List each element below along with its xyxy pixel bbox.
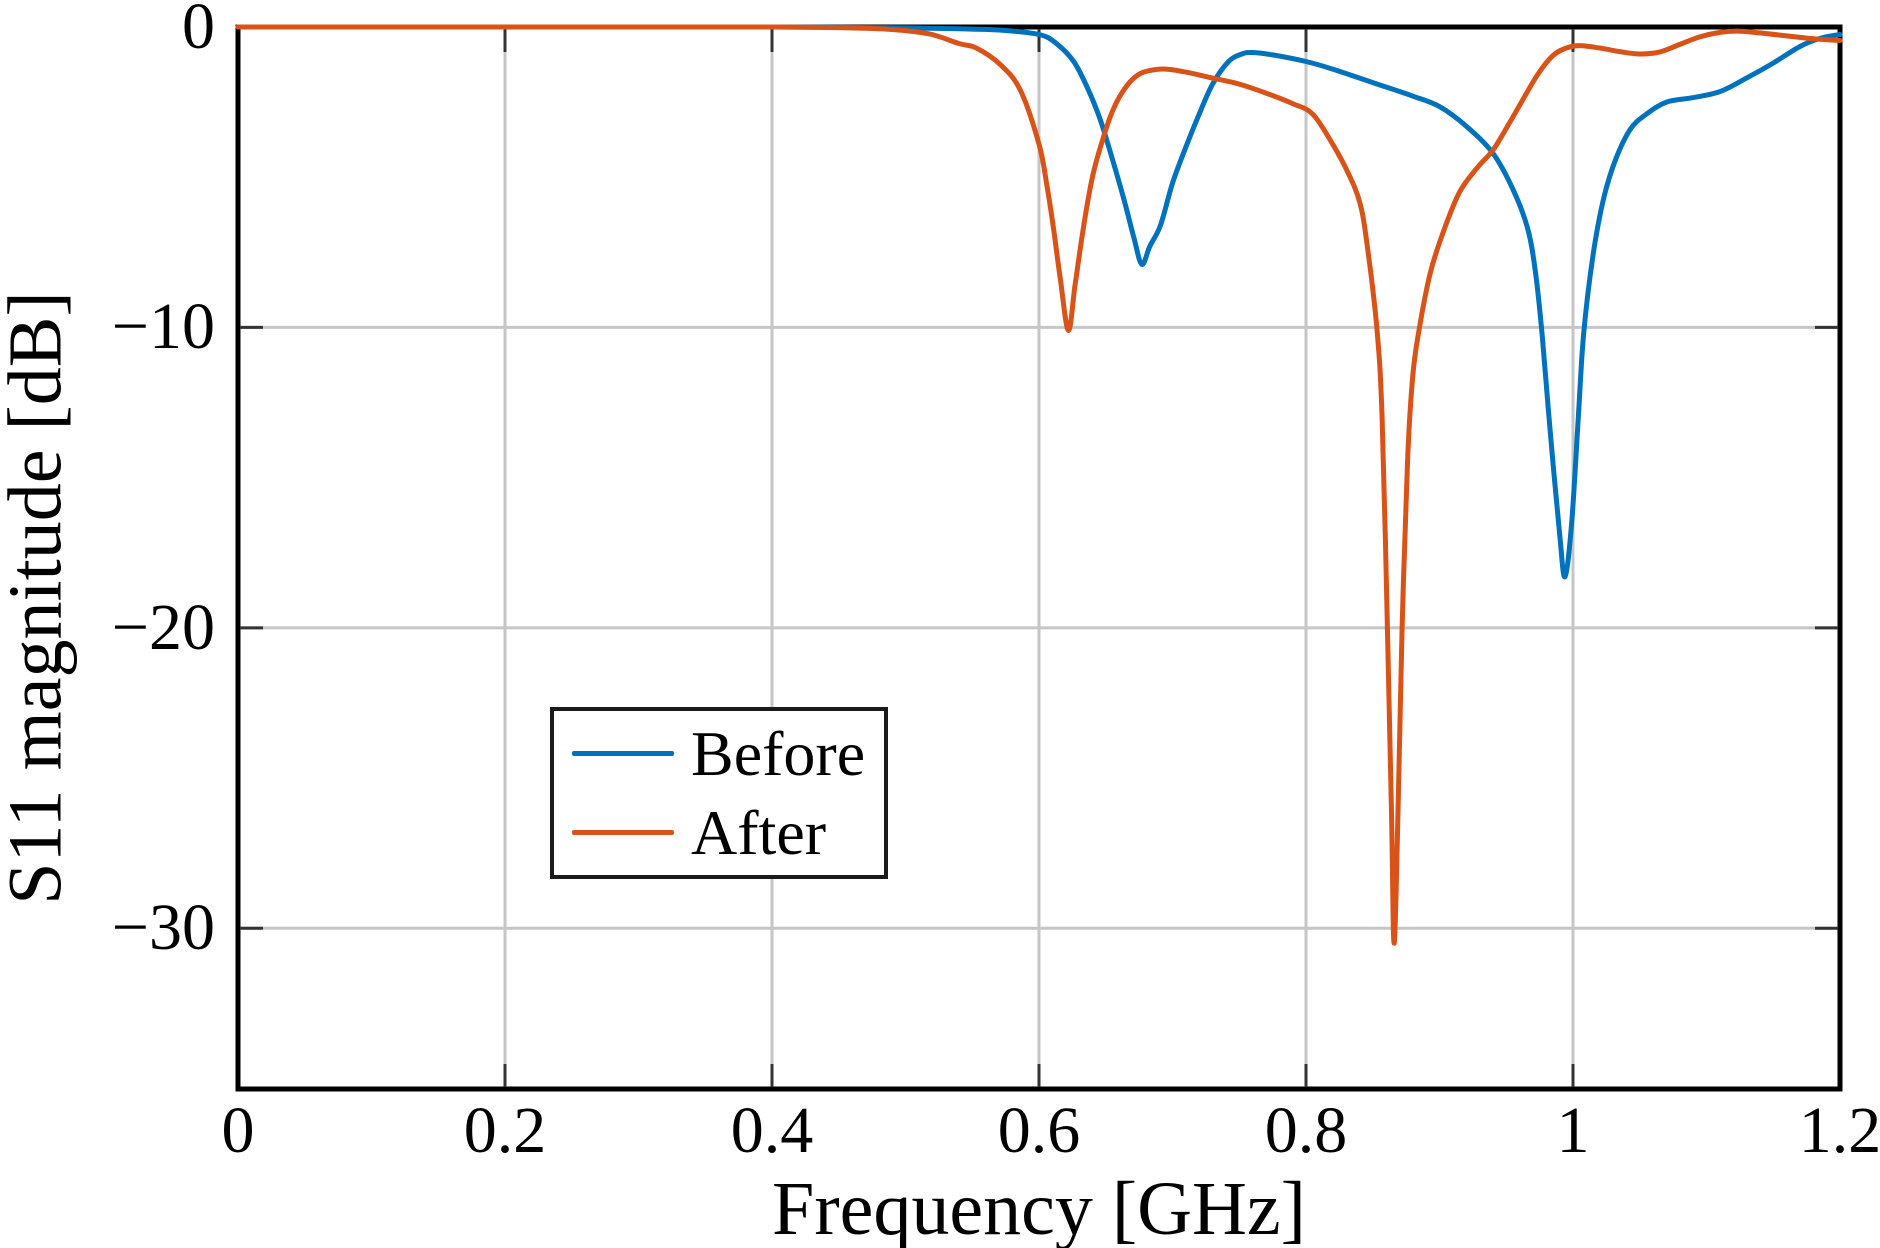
x-tick-label: 0 (221, 1094, 255, 1167)
x-tick-label: 1 (1556, 1094, 1590, 1167)
y-tick-label: 0 (182, 0, 215, 63)
legend-label-after: After (691, 797, 827, 868)
legend-entry-before: Before (554, 720, 884, 787)
x-tick-label: 0.4 (730, 1094, 814, 1167)
gridlines (238, 27, 1840, 1089)
y-axis-label: S11 magnitude [dB] (0, 291, 78, 905)
x-tick-label: 0.2 (463, 1094, 547, 1167)
legend-entry-after: After (554, 799, 884, 866)
y-tick-label: −10 (111, 290, 215, 364)
y-tick-label: −20 (111, 590, 215, 664)
legend-label-before: Before (691, 717, 866, 789)
series-path-after (235, 24, 1843, 946)
legend-line-before (572, 750, 674, 756)
legend-box: Before After (550, 707, 888, 879)
x-tick-label: 0.6 (997, 1094, 1081, 1167)
series (235, 24, 1843, 946)
legend-line-after (572, 830, 674, 836)
x-axis-label: Frequency [GHz] (772, 1167, 1306, 1248)
axis-box (235, 24, 1843, 1092)
y-tick-label: −30 (111, 891, 215, 965)
x-tick-label: 1.2 (1798, 1094, 1880, 1167)
x-tick-label: 0.8 (1264, 1094, 1348, 1167)
